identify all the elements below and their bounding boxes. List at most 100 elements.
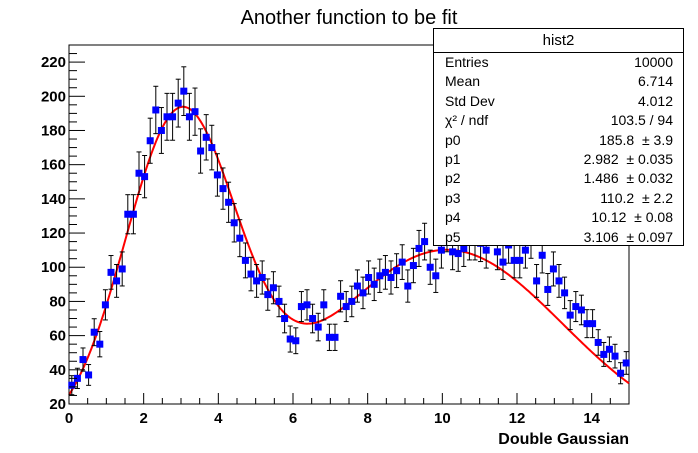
- stats-row: p3 110.2 ± 2.2: [434, 189, 683, 208]
- point-marker: [269, 284, 277, 292]
- data-point: [269, 271, 277, 305]
- data-point: [213, 153, 221, 197]
- point-marker: [538, 251, 546, 259]
- point-marker: [611, 352, 619, 360]
- data-point: [303, 289, 311, 321]
- point-marker: [152, 106, 160, 114]
- point-marker: [197, 147, 205, 155]
- data-point: [337, 280, 345, 313]
- point-marker: [404, 282, 412, 290]
- point-marker: [387, 273, 395, 281]
- x-tick-label: 2: [139, 410, 147, 427]
- stats-value: 110.2 ± 2.2: [600, 189, 673, 206]
- stats-value: 2.982 ± 0.035: [583, 150, 673, 167]
- data-point: [533, 264, 541, 298]
- point-marker: [320, 301, 328, 309]
- data-point: [129, 194, 137, 235]
- point-marker: [566, 311, 574, 319]
- point-marker: [577, 306, 585, 314]
- x-axis-label: Double Gaussian: [498, 431, 629, 448]
- data-point: [163, 92, 171, 141]
- point-marker: [253, 277, 261, 285]
- stats-row: p2 1.486 ± 0.032: [434, 169, 683, 188]
- point-marker: [241, 256, 249, 264]
- data-point: [589, 309, 597, 339]
- data-point: [421, 222, 429, 261]
- stats-value: 185.8 ± 3.9: [599, 131, 673, 148]
- data-point: [605, 336, 613, 363]
- point-marker: [594, 338, 602, 346]
- data-point: [79, 347, 87, 372]
- stats-row: χ² / ndf 103.5 / 94: [434, 111, 683, 130]
- point-marker: [118, 265, 126, 273]
- point-marker: [454, 250, 462, 258]
- point-marker: [353, 282, 361, 290]
- point-marker: [230, 219, 238, 227]
- data-point: [544, 273, 552, 306]
- data-point: [348, 285, 356, 318]
- data-point: [566, 300, 574, 331]
- point-marker: [499, 258, 507, 266]
- stats-row: Std Dev 4.012: [434, 92, 683, 111]
- data-point: [572, 291, 580, 323]
- point-marker: [583, 320, 591, 328]
- point-marker: [617, 369, 625, 377]
- y-tick-label: 80: [49, 293, 66, 310]
- point-marker: [482, 246, 490, 254]
- data-point: [622, 351, 630, 375]
- data-point: [415, 229, 423, 267]
- point-marker: [426, 263, 434, 271]
- data-point: [141, 154, 149, 199]
- data-point: [398, 244, 406, 280]
- y-tick-label: 220: [41, 54, 66, 71]
- x-tick-label: 0: [65, 410, 73, 427]
- data-point: [152, 85, 160, 135]
- data-point: [359, 276, 367, 310]
- point-marker: [146, 137, 154, 145]
- data-point: [314, 312, 322, 342]
- point-marker: [561, 289, 569, 297]
- point-marker: [107, 268, 115, 276]
- point-marker: [437, 246, 445, 254]
- data-point: [393, 253, 401, 289]
- data-point: [258, 260, 266, 295]
- data-point: [376, 258, 384, 293]
- x-tick-label: 12: [509, 410, 526, 427]
- data-point: [331, 323, 339, 351]
- x-tick-label: 10: [434, 410, 451, 427]
- point-marker: [157, 126, 165, 134]
- data-point: [73, 367, 81, 389]
- point-marker: [421, 238, 429, 246]
- data-point: [197, 128, 205, 174]
- point-marker: [225, 198, 233, 206]
- point-marker: [342, 303, 350, 311]
- point-marker: [516, 256, 524, 264]
- data-point: [264, 278, 272, 311]
- point-marker: [219, 185, 227, 193]
- point-marker: [460, 244, 468, 252]
- point-marker: [393, 267, 401, 275]
- data-point: [600, 341, 608, 367]
- data-point: [247, 256, 255, 292]
- stats-key: χ² / ndf: [445, 112, 489, 129]
- point-marker: [409, 262, 417, 270]
- stats-key: Entries: [445, 54, 489, 70]
- point-marker: [449, 248, 457, 256]
- data-point: [594, 329, 602, 356]
- point-marker: [533, 277, 541, 285]
- data-point: [118, 251, 126, 287]
- point-marker: [376, 272, 384, 280]
- point-marker: [331, 333, 339, 341]
- point-marker: [101, 301, 109, 309]
- data-point: [253, 264, 261, 298]
- point-marker: [415, 244, 423, 252]
- point-marker: [129, 210, 137, 218]
- point-marker: [169, 113, 177, 121]
- data-point: [85, 364, 93, 386]
- y-tick-label: 40: [49, 362, 66, 379]
- point-marker: [180, 87, 188, 95]
- data-point: [309, 303, 317, 334]
- point-marker: [292, 337, 300, 345]
- point-marker: [365, 273, 373, 281]
- y-tick-label: 120: [41, 225, 66, 242]
